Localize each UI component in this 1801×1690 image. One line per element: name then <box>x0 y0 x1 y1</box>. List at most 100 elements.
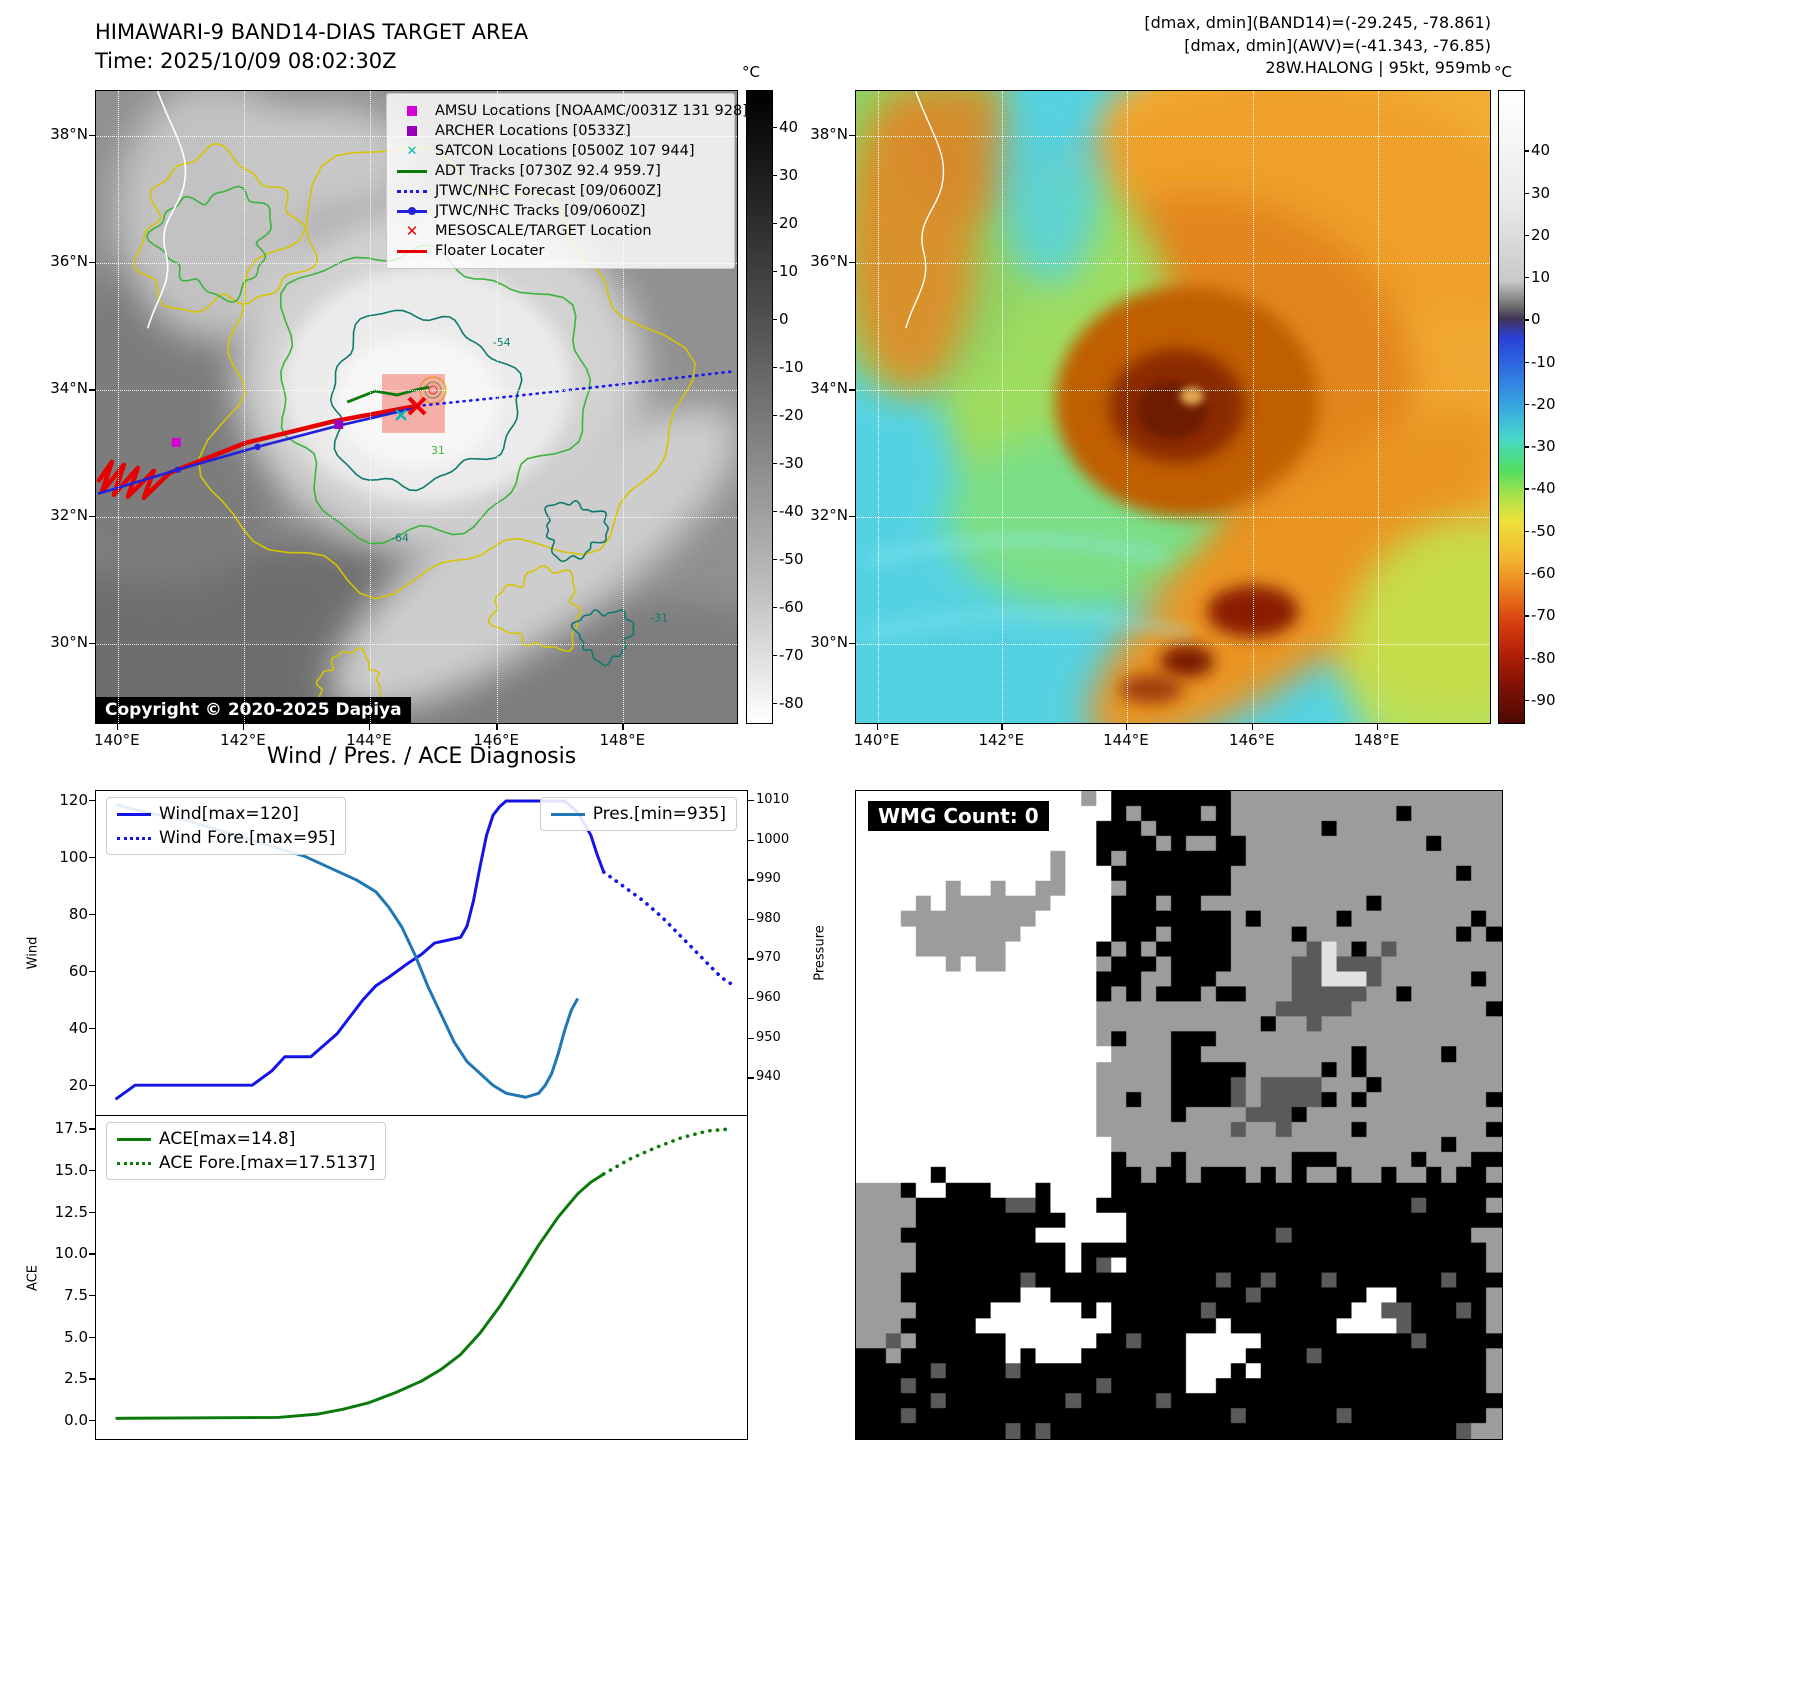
lat-tick-label: 38°N <box>50 125 88 143</box>
y2-tick-mark <box>748 1077 754 1079</box>
colorbar-tick-mark <box>1525 657 1529 660</box>
y-tick-mark <box>89 1028 95 1030</box>
colorbar-tick-label: 10 <box>779 261 799 280</box>
ir-colorbar <box>1498 90 1525 724</box>
legend-item-label: ARCHER Locations [0533Z] <box>435 123 631 139</box>
colorbar-tick-mark <box>1525 699 1529 702</box>
grid-line-lon <box>623 91 625 723</box>
grid-line-lat <box>856 390 1490 392</box>
colorbar-tick-mark <box>1525 319 1529 321</box>
legend-square-icon <box>393 106 431 116</box>
lon-tick-label: 142°E <box>220 731 266 749</box>
y-tick-label: 0.0 <box>64 1411 88 1429</box>
target-x-marker <box>407 396 427 416</box>
colorbar-tick-label: -60 <box>779 598 804 617</box>
adt-track-line <box>346 385 430 404</box>
y-tick-label: 10.0 <box>54 1244 88 1263</box>
legend-item: AMSU Locations [NOAAMC/0031Z 131 928] <box>393 101 748 121</box>
y-tick-mark <box>89 1336 95 1339</box>
chart-legend-label: ACE Fore.[max=17.5137] <box>159 1153 376 1173</box>
lat-tick-mark <box>89 389 95 391</box>
svg-text:-31: -31 <box>650 611 668 624</box>
dmax-dmin-band14-label: [dmax, dmin](BAND14)=(-29.245, -78.861) <box>1144 13 1491 32</box>
ir-map-plot <box>855 90 1491 724</box>
grid-line-lon <box>877 91 879 723</box>
y2-axis-label: Pressure <box>812 924 828 981</box>
y-tick-mark <box>89 1420 95 1422</box>
y-tick-mark <box>89 1085 95 1087</box>
lat-tick-label: 36°N <box>50 251 88 270</box>
colorbar-tick-mark <box>773 607 777 609</box>
colorbar-tick-mark <box>1525 573 1529 575</box>
wind-pressure-chart: Wind[max=120] Wind Fore.[max=95] Pres.[min… <box>95 790 748 1115</box>
lon-tick-label: 146°E <box>473 731 520 749</box>
colorbar-tick-mark <box>773 703 777 705</box>
legend-square-icon <box>393 126 431 136</box>
wmg-count-label: WMG Count: 0 <box>868 801 1049 831</box>
grid-line-lat <box>96 390 737 392</box>
y-tick-mark <box>89 1170 95 1172</box>
ace-chart: ACE[max=14.8] ACE Fore.[max=17.5137] <box>95 1115 748 1440</box>
legend-line-sample <box>550 812 585 816</box>
y-tick-mark <box>89 971 95 973</box>
colorbar-tick-label: -30 <box>1531 437 1556 456</box>
chart-legend-item: ACE Fore.[max=17.5137] <box>117 1151 375 1175</box>
y-tick-mark <box>89 1295 95 1297</box>
band14-timestamp: Time: 2025/10/09 08:02:30Z <box>95 48 397 73</box>
y-tick-label: 100 <box>59 847 88 866</box>
y2-tick-mark <box>748 1037 754 1040</box>
y2-tick-label: 950 <box>756 1029 781 1045</box>
chart-legend: ACE[max=14.8] ACE Fore.[max=17.5137] <box>106 1122 387 1180</box>
lat-tick-label: 30°N <box>810 632 848 651</box>
lat-tick-mark <box>849 389 855 391</box>
grid-line-lon <box>117 91 119 723</box>
lon-tick-label: 140°E <box>853 731 900 749</box>
y2-tick-mark <box>748 799 754 802</box>
y2-tick-label: 970 <box>756 950 781 966</box>
wmg-pixel-image <box>856 791 1502 1439</box>
lat-tick-mark <box>89 261 95 264</box>
y2-tick-label: 1000 <box>756 831 790 847</box>
legend-line-sample <box>117 1137 151 1141</box>
colorbar-tick-mark <box>1525 446 1529 448</box>
colorbar-tick-label: -90 <box>1531 690 1556 709</box>
colorbar-tick-mark <box>773 366 777 369</box>
y-tick-label: 20 <box>68 1076 88 1095</box>
band14-map-plot: -54 -64 -31 31 AMSU Locations [NOAAMC/00… <box>95 90 748 724</box>
lat-tick-label: 32°N <box>50 506 88 525</box>
colorbar-tick-label: -50 <box>779 550 804 568</box>
y-tick-label: 120 <box>59 790 88 809</box>
colorbar-tick-mark <box>1525 488 1529 490</box>
legend-item: ✕ MESOSCALE/TARGET Location <box>393 221 728 241</box>
colorbar-tick-label: -80 <box>779 694 804 713</box>
diagnosis-chart-title: Wind / Pres. / ACE Diagnosis <box>266 744 577 769</box>
legend-item: ADT Tracks [0730Z 92.4 959.7] <box>393 161 728 181</box>
colorbar-tick-label: -20 <box>779 405 804 424</box>
colorbar-tick-label: 30 <box>779 165 799 184</box>
grid-line-lat <box>96 643 737 645</box>
y2-tick-label: 990 <box>756 871 781 887</box>
chart-legend-item: ACE[max=14.8] <box>117 1127 375 1151</box>
chart-legend-label: Pres.[min=935] <box>592 804 726 824</box>
chart-legend-label: Wind[max=120] <box>159 804 299 824</box>
lat-tick-label: 38°N <box>810 125 848 143</box>
colorbar-tick-label: -40 <box>779 501 804 520</box>
lon-tick-mark <box>1001 724 1003 730</box>
colorbar-tick-label: -70 <box>779 646 804 665</box>
legend-item: ✕ SATCON Locations [0500Z 107 944] <box>393 141 728 161</box>
lon-tick-label: 148°E <box>1353 731 1400 749</box>
lat-tick-label: 34°N <box>50 379 88 398</box>
grid-line-lon <box>1252 91 1254 723</box>
y-tick-label: 80 <box>68 905 88 923</box>
colorbar-tick-label: -30 <box>779 453 804 472</box>
y-tick-mark <box>89 799 95 802</box>
y2-tick-mark <box>748 918 754 921</box>
colorbar-tick-label: -40 <box>1531 479 1556 498</box>
colorbar-tick-label: 20 <box>779 213 799 232</box>
colorbar-tick-mark <box>773 510 777 513</box>
y2-tick-mark <box>748 998 754 1000</box>
grid-line-lat <box>856 136 1490 137</box>
y-tick-label: 40 <box>68 1019 88 1038</box>
svg-text:31: 31 <box>431 444 445 457</box>
chart-legend: Wind[max=120] Wind Fore.[max=95] <box>106 797 347 855</box>
